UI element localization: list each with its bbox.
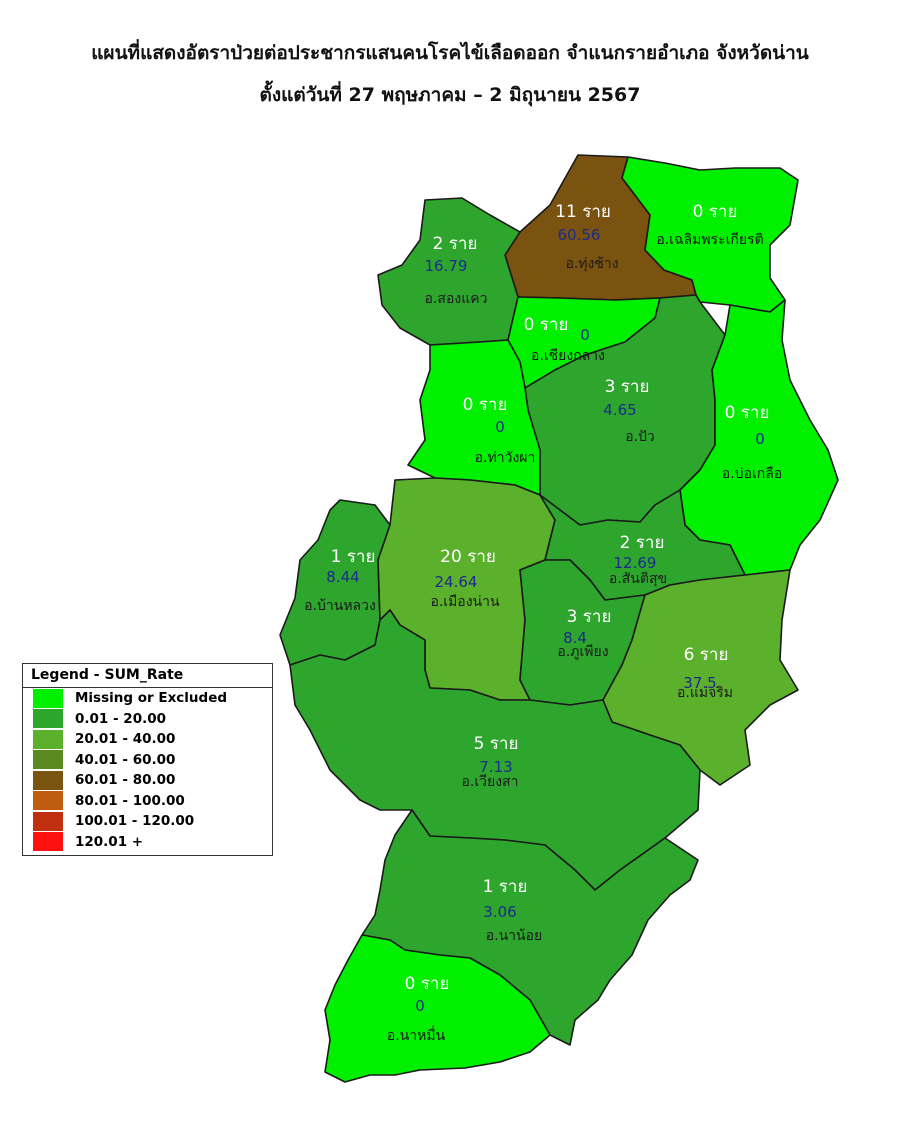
legend-items: Missing or Excluded 0.01 - 20.00 20.01 -… xyxy=(23,688,272,852)
district-name-label: อ.สันติสุข xyxy=(609,571,667,587)
district-name-label: อ.เชียงกลาง xyxy=(531,348,605,364)
rate-label: 60.56 xyxy=(558,226,601,244)
rate-label: 0 xyxy=(580,326,590,344)
rate-label: 37.5 xyxy=(683,674,716,692)
legend-title: Legend - SUM_Rate xyxy=(23,664,272,688)
district-bo-kluea xyxy=(679,299,839,576)
cases-label: 2 ราย xyxy=(433,234,478,254)
district-name-label: อ.บ่อเกลือ xyxy=(722,466,782,482)
legend-item: 80.01 - 100.00 xyxy=(23,791,272,812)
legend-item: 120.01 + xyxy=(23,832,272,853)
legend-item: Missing or Excluded xyxy=(23,688,272,709)
rate-label: 7.13 xyxy=(479,758,512,776)
map-title: แผนที่แสดงอัตราป่วยต่อประชากรแสนคนโรคไข้… xyxy=(91,42,809,64)
rate-label: 8.4 xyxy=(563,629,587,647)
legend-item: 0.01 - 20.00 xyxy=(23,709,272,730)
cases-label: 0 ราย xyxy=(463,395,508,415)
cases-label: 2 ราย xyxy=(620,533,665,553)
legend-label: 0.01 - 20.00 xyxy=(75,710,167,727)
cases-label: 0 ราย xyxy=(405,974,450,994)
legend-swatch xyxy=(33,688,63,708)
district-name-label: อ.นาน้อย xyxy=(486,928,542,944)
rate-label: 24.64 xyxy=(435,573,478,591)
legend-swatch xyxy=(33,750,63,770)
cases-label: 0 ราย xyxy=(725,403,770,423)
legend-item: 60.01 - 80.00 xyxy=(23,770,272,791)
legend-swatch xyxy=(33,709,63,729)
legend-label: 100.01 - 120.00 xyxy=(75,813,195,830)
rate-label: 0 xyxy=(415,997,425,1015)
legend-swatch xyxy=(33,729,63,749)
cases-label: 0 ราย xyxy=(693,202,738,222)
legend-label: 120.01 + xyxy=(75,833,144,850)
rate-label: 8.44 xyxy=(326,568,359,586)
district-name-label: อ.สองแคว xyxy=(425,291,488,307)
legend-label: 60.01 - 80.00 xyxy=(75,772,176,789)
district-name-label: อ.บ้านหลวง xyxy=(304,598,376,614)
legend-label: 40.01 - 60.00 xyxy=(75,751,176,768)
legend-item: 40.01 - 60.00 xyxy=(23,750,272,771)
rate-label: 16.79 xyxy=(425,257,468,275)
map-subtitle: ตั้งแต่วันที่ 27 พฤษภาคม – 2 มิถุนายน 25… xyxy=(259,84,641,106)
legend-label: 20.01 - 40.00 xyxy=(75,731,176,748)
legend-item: 20.01 - 40.00 xyxy=(23,729,272,750)
district-tha-wang-pha xyxy=(407,339,541,496)
district-name-label: อ.นาหมื่น xyxy=(387,1026,446,1044)
legend-swatch xyxy=(33,811,63,831)
legend-label: 80.01 - 100.00 xyxy=(75,792,185,809)
district-name-label: อ.ปัว xyxy=(625,429,655,445)
cases-label: 1 ราย xyxy=(331,547,376,567)
rate-label: 12.69 xyxy=(614,554,657,572)
map-legend: Legend - SUM_Rate Missing or Excluded 0.… xyxy=(22,663,273,856)
district-name-label: อ.ท่าวังผา xyxy=(475,450,536,466)
cases-label: 0 ราย xyxy=(524,315,569,335)
rate-label: 4.65 xyxy=(603,401,636,419)
district-name-label: อ.แม่จริม xyxy=(677,685,733,701)
cases-label: 11 ราย xyxy=(555,202,611,222)
district-labels: 11 ราย 60.56 อ.ทุ่งช้าง 0 ราย อ.เฉลิมพระ… xyxy=(304,202,782,1044)
legend-swatch xyxy=(33,770,63,790)
district-mae-charim xyxy=(602,569,799,786)
cases-label: 3 ราย xyxy=(567,607,612,627)
cases-label: 3 ราย xyxy=(605,377,650,397)
legend-swatch xyxy=(33,791,63,811)
rate-label: 3.06 xyxy=(483,903,516,921)
legend-label: Missing or Excluded xyxy=(75,690,228,707)
cases-label: 5 ราย xyxy=(474,734,519,754)
district-name-label: อ.เฉลิมพระเกียรติ xyxy=(656,232,763,248)
district-name-label: อ.เมืองน่าน xyxy=(430,594,500,610)
rate-label: 0 xyxy=(755,430,765,448)
district-name-label: อ.ภูเพียง xyxy=(557,644,608,660)
cases-label: 6 ราย xyxy=(684,645,729,665)
district-na-muen xyxy=(324,934,551,1083)
cases-label: 20 ราย xyxy=(440,547,496,567)
cases-label: 1 ราย xyxy=(483,877,528,897)
district-name-label: อ.ทุ่งช้าง xyxy=(565,256,618,272)
legend-swatch xyxy=(33,832,63,852)
district-wiang-sa xyxy=(289,609,701,891)
district-name-label: อ.เวียงสา xyxy=(462,774,519,790)
legend-item: 100.01 - 120.00 xyxy=(23,811,272,832)
rate-label: 0 xyxy=(495,418,505,436)
